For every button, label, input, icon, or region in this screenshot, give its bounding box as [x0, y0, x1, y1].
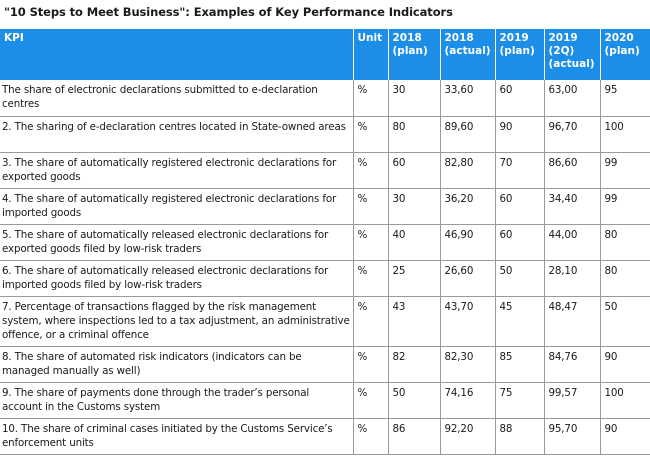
table-row: 2. The sharing of e-declaration centres …: [0, 116, 650, 153]
plan-2019-cell: 60: [495, 188, 545, 225]
plan-2018-cell: 82: [388, 346, 441, 383]
actual-2018-cell: 92,20: [440, 418, 496, 455]
plan-2020-cell: 80: [600, 260, 650, 297]
unit-cell: %: [353, 188, 389, 225]
plan-2018-cell: 86: [388, 418, 441, 455]
table-title: "10 Steps to Meet Business": Examples of…: [4, 5, 453, 19]
plan-2020-cell: 100: [600, 116, 650, 153]
table-row: 5. The share of automatically released e…: [0, 224, 650, 261]
actual-2018-cell: 43,70: [440, 296, 496, 347]
table-row: 3. The share of automatically registered…: [0, 152, 650, 189]
plan-2019-cell: 88: [495, 418, 545, 455]
plan-2018-cell: 40: [388, 224, 441, 261]
header-2020-plan: 2020 (plan): [600, 29, 650, 80]
table-row: 8. The share of automated risk indicator…: [0, 346, 650, 383]
header-kpi: KPI: [0, 29, 354, 80]
plan-2019-cell: 90: [495, 116, 545, 153]
actual-2018-cell: 82,80: [440, 152, 496, 189]
actual-2018-cell: 46,90: [440, 224, 496, 261]
plan-2019-cell: 50: [495, 260, 545, 297]
actual-2019-cell: 44,00: [544, 224, 601, 261]
plan-2020-cell: 99: [600, 152, 650, 189]
kpi-cell: 2. The sharing of e-declaration centres …: [0, 116, 354, 153]
actual-2019-cell: 84,76: [544, 346, 601, 383]
table-row: 10. The share of criminal cases initiate…: [0, 418, 650, 455]
plan-2018-cell: 50: [388, 382, 441, 419]
plan-2020-cell: 95: [600, 80, 650, 117]
plan-2018-cell: 43: [388, 296, 441, 347]
plan-2020-cell: 50: [600, 296, 650, 347]
kpi-cell: 6. The share of automatically released e…: [0, 260, 354, 297]
actual-2018-cell: 89,60: [440, 116, 496, 153]
table-row: 9. The share of payments done through th…: [0, 382, 650, 419]
unit-cell: %: [353, 418, 389, 455]
plan-2020-cell: 90: [600, 418, 650, 455]
kpi-cell: 10. The share of criminal cases initiate…: [0, 418, 354, 455]
unit-cell: %: [353, 116, 389, 153]
unit-cell: %: [353, 382, 389, 419]
actual-2018-cell: 36,20: [440, 188, 496, 225]
plan-2020-cell: 90: [600, 346, 650, 383]
plan-2018-cell: 25: [388, 260, 441, 297]
plan-2019-cell: 60: [495, 80, 545, 117]
actual-2018-cell: 26,60: [440, 260, 496, 297]
plan-2019-cell: 45: [495, 296, 545, 347]
actual-2019-cell: 86,60: [544, 152, 601, 189]
plan-2019-cell: 60: [495, 224, 545, 261]
unit-cell: %: [353, 260, 389, 297]
table-row: 6. The share of automatically released e…: [0, 260, 650, 297]
plan-2019-cell: 85: [495, 346, 545, 383]
kpi-cell: 5. The share of automatically released e…: [0, 224, 354, 261]
actual-2019-cell: 96,70: [544, 116, 601, 153]
plan-2018-cell: 80: [388, 116, 441, 153]
unit-cell: %: [353, 224, 389, 261]
actual-2018-cell: 74,16: [440, 382, 496, 419]
actual-2018-cell: 82,30: [440, 346, 496, 383]
actual-2019-cell: 34,40: [544, 188, 601, 225]
kpi-cell: 9. The share of payments done through th…: [0, 382, 354, 419]
kpi-cell: 7. Percentage of transactions flagged by…: [0, 296, 354, 347]
table-row: The share of electronic declarations sub…: [0, 80, 650, 117]
header-row: KPI Unit 2018 (plan) 2018 (actual) 2019 (plan) 2…: [0, 29, 650, 80]
actual-2019-cell: 48,47: [544, 296, 601, 347]
kpi-cell: 3. The share of automatically registered…: [0, 152, 354, 189]
plan-2020-cell: 80: [600, 224, 650, 261]
unit-cell: %: [353, 152, 389, 189]
header-2019-2q-actual: 2019 (2Q) (actual): [544, 29, 601, 80]
plan-2019-cell: 70: [495, 152, 545, 189]
unit-cell: %: [353, 346, 389, 383]
unit-cell: %: [353, 296, 389, 347]
actual-2019-cell: 63,00: [544, 80, 601, 117]
table-row: 4. The share of automatically registered…: [0, 188, 650, 225]
header-2018-actual: 2018 (actual): [440, 29, 496, 80]
plan-2019-cell: 75: [495, 382, 545, 419]
plan-2018-cell: 30: [388, 188, 441, 225]
actual-2019-cell: 28,10: [544, 260, 601, 297]
table-row: 7. Percentage of transactions flagged by…: [0, 296, 650, 347]
actual-2018-cell: 33,60: [440, 80, 496, 117]
unit-cell: %: [353, 80, 389, 117]
plan-2018-cell: 60: [388, 152, 441, 189]
header-2018-plan: 2018 (plan): [388, 29, 441, 80]
plan-2018-cell: 30: [388, 80, 441, 117]
kpi-table: KPI Unit 2018 (plan) 2018 (actual) 2019 (plan) 2…: [0, 29, 650, 455]
kpi-cell: 4. The share of automatically registered…: [0, 188, 354, 225]
header-2019-plan: 2019 (plan): [495, 29, 545, 80]
kpi-cell: 8. The share of automated risk indicator…: [0, 346, 354, 383]
kpi-cell: The share of electronic declarations sub…: [0, 80, 354, 117]
plan-2020-cell: 99: [600, 188, 650, 225]
header-unit: Unit: [353, 29, 389, 80]
plan-2020-cell: 100: [600, 382, 650, 419]
table-body: The share of electronic declarations sub…: [0, 80, 650, 455]
actual-2019-cell: 95,70: [544, 418, 601, 455]
actual-2019-cell: 99,57: [544, 382, 601, 419]
